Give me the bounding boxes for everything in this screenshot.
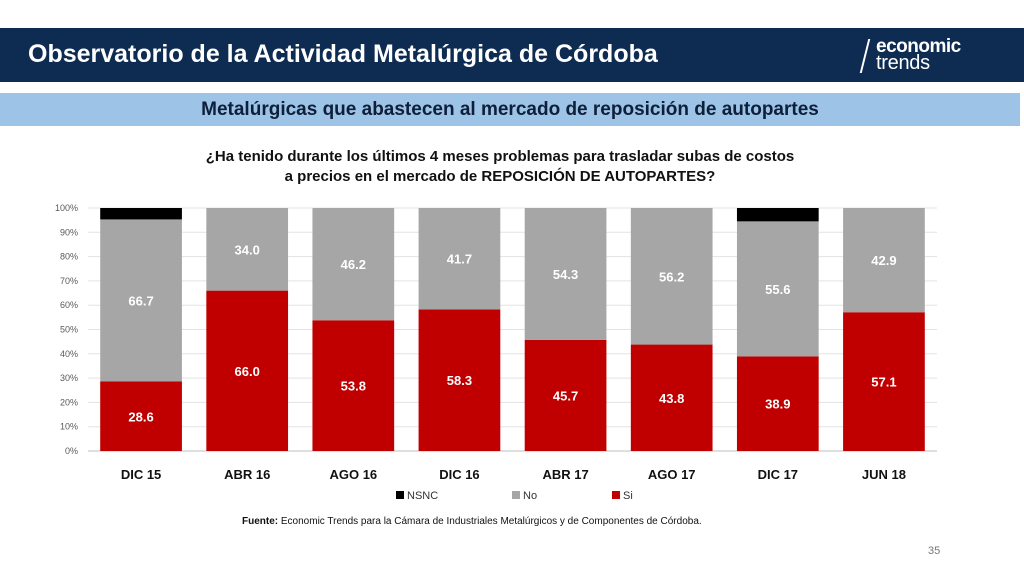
chart-question-line1: ¿Ha tenido durante los últimos 4 meses p… [205,148,795,165]
header-bar: Observatorio de la Actividad Metalúrgica… [0,28,1024,82]
legend-label-si: Si [623,490,633,502]
data-label: 28.6 [128,409,153,424]
y-tick-label: 40% [60,349,78,359]
data-label: 54.3 [553,267,578,282]
bar-no-jun-18 [843,208,925,313]
source-label: Fuente: [242,516,279,527]
bar-si-dic-17 [736,356,819,451]
logo-text-economic: economic [876,36,961,57]
source-note: Fuente: Economic Trends para la Cámara d… [242,516,702,527]
data-label: 57.1 [871,375,896,390]
source-text: Economic Trends para la Cámara de Indust… [278,516,702,527]
section-subtitle: Metalúrgicas que abastecen al mercado de… [201,99,819,120]
bar-si-abr-17 [524,339,607,451]
page-title: Observatorio de la Actividad Metalúrgica… [28,40,658,68]
y-tick-label: 70% [60,276,78,286]
y-tick-label: 90% [60,227,78,237]
chart-question: ¿Ha tenido durante los últimos 4 meses p… [100,147,900,187]
bar-si-ago-16 [312,320,395,451]
logo-text-trends: trends [876,52,930,74]
bar-si-abr-16 [206,290,289,451]
data-label: 46.2 [341,257,366,272]
x-tick-label: ABR 17 [542,467,588,482]
bar-no-dic-16 [418,208,501,310]
data-label: 66.7 [128,293,153,308]
bar-si-dic-15 [100,381,182,451]
data-label: 42.9 [871,253,896,268]
bar-si-dic-16 [418,309,501,451]
x-tick-label: DIC 16 [439,467,479,482]
y-tick-label: 60% [60,300,78,310]
bar-no-dic-15 [100,219,182,382]
page-number: 35 [928,545,941,557]
y-tick-label: 20% [60,397,78,407]
bar-nsnc-dic-17 [736,208,819,222]
y-tick-label: 0% [65,446,78,456]
x-tick-label: AGO 17 [648,467,696,482]
bar-si-ago-17 [630,344,713,451]
bar-si-jun-18 [843,312,925,451]
bar-no-ago-17 [630,208,713,345]
y-tick-label: 10% [60,422,78,432]
y-tick-label: 30% [60,373,78,383]
y-tick-label: 80% [60,252,78,262]
legend-label-no: No [523,490,537,502]
data-label: 34.0 [235,242,260,257]
economic-trends-logo: economic trends [859,36,1002,76]
legend-swatch-no [512,491,520,499]
x-tick-label: JUN 18 [862,467,906,482]
bar-no-dic-17 [736,221,819,357]
bar-no-abr-17 [524,208,607,340]
data-label: 45.7 [553,388,578,403]
legend-swatch-nsnc [396,491,404,499]
chart-question-line2: a precios en el mercado de REPOSICIÓN DE… [284,168,716,185]
subtitle-bar: Metalúrgicas que abastecen al mercado de… [0,93,1020,126]
legend-swatch-si [612,491,620,499]
data-label: 43.8 [659,391,684,406]
x-tick-label: AGO 16 [329,467,377,482]
data-label: 38.9 [765,397,790,412]
bar-no-abr-16 [206,208,289,291]
x-tick-label: DIC 17 [758,467,798,482]
data-label: 55.6 [765,282,790,297]
data-label: 58.3 [447,373,472,388]
data-label: 53.8 [341,379,366,394]
data-label: 56.2 [659,269,684,284]
legend-label-nsnc: NSNC [407,490,438,502]
bar-no-ago-16 [312,208,395,321]
y-tick-label: 100% [55,203,78,213]
bar-nsnc-dic-15 [100,208,182,220]
data-label: 66.0 [235,364,260,379]
y-tick-label: 50% [60,325,78,335]
x-tick-label: DIC 15 [121,467,161,482]
data-label: 41.7 [447,252,472,267]
x-tick-label: ABR 16 [224,467,270,482]
